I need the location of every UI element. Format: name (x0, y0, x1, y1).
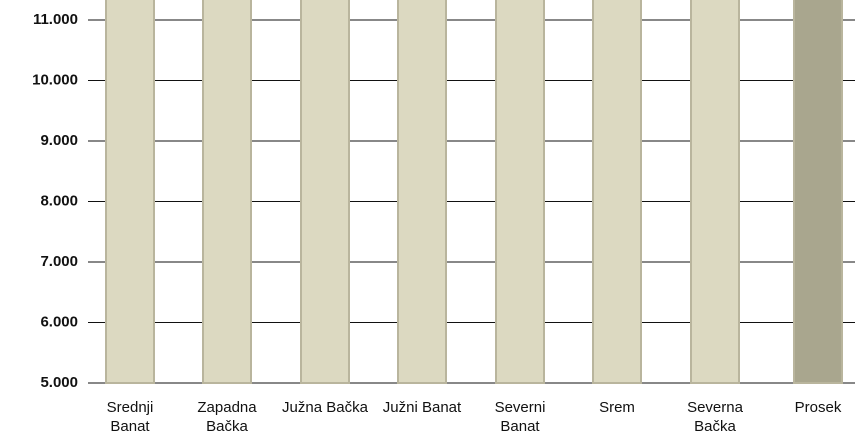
y-tick-label: 6.000 (40, 313, 78, 330)
x-tick-label: Srednji Banat (106, 399, 154, 435)
y-tick-label: 11.000 (33, 11, 78, 28)
bar-base (202, 0, 252, 384)
x-tick-label: Prosek (794, 399, 842, 416)
x-tick-label: Južni Banat (382, 399, 462, 416)
bar-base (495, 0, 545, 385)
x-tick-label: Južna Bačka (282, 399, 368, 416)
x-tick-label: Zapadna Bačka (197, 399, 257, 435)
x-tick-label: Srem (599, 399, 635, 416)
bar-base (105, 0, 155, 385)
x-tick-label: Severni Banat (494, 399, 546, 435)
y-tick-label: 10.000 (32, 71, 78, 88)
y-tick-label: 7.000 (40, 253, 78, 270)
y-tick-label: 5.000 (40, 374, 78, 391)
bar-base (397, 0, 447, 384)
bar-base (300, 0, 350, 384)
bar-base (793, 0, 843, 384)
y-tick-label: 9.000 (40, 132, 78, 149)
bar-base (690, 0, 740, 384)
y-tick-label: 8.000 (40, 192, 78, 209)
bar-base (592, 0, 642, 384)
x-tick-label: Severna Bačka (687, 399, 743, 435)
